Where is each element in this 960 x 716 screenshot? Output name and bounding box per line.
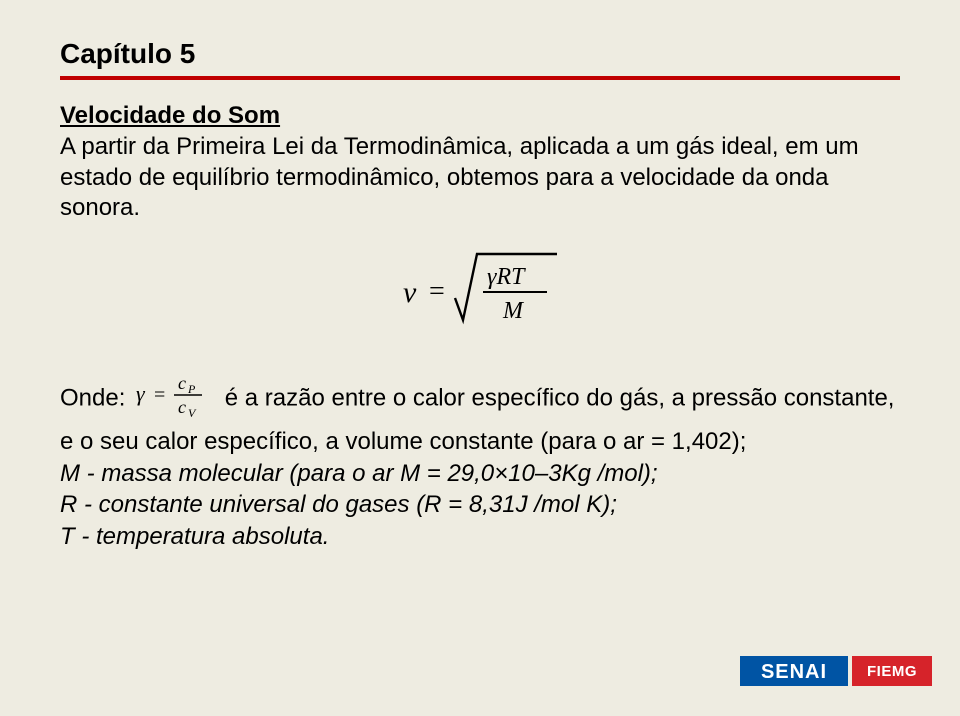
section-title: Velocidade do Som — [60, 102, 900, 130]
m-line: M - massa molecular (para o ar M = 29,0×… — [60, 460, 658, 487]
svg-text:γ: γ — [136, 381, 146, 406]
section: Velocidade do Som A partir da Primeira L… — [60, 102, 900, 224]
svg-text:c: c — [178, 397, 186, 417]
footer-logo: SENAI FIEMG — [740, 651, 935, 696]
svg-text:v: v — [403, 276, 417, 309]
svg-text:V: V — [188, 406, 197, 417]
onde-label: Onde: — [60, 385, 125, 412]
svg-text:γRT: γRT — [487, 264, 526, 290]
svg-text:c: c — [178, 373, 186, 393]
svg-text:M: M — [502, 298, 525, 324]
main-formula: v = γRT M — [60, 248, 900, 337]
title-underline — [60, 76, 900, 80]
svg-text:P: P — [187, 382, 196, 396]
slide: Capítulo 5 Velocidade do Som A partir da… — [0, 0, 960, 716]
svg-text:=: = — [429, 276, 445, 307]
t-line: T - temperatura absoluta. — [60, 523, 329, 550]
r-line: R - constante universal do gases (R = 8,… — [60, 491, 617, 518]
gamma-ratio: γ = c P c V — [134, 373, 214, 426]
svg-text:=: = — [154, 384, 165, 406]
chapter-title: Capítulo 5 — [60, 38, 900, 70]
svg-text:SENAI: SENAI — [761, 661, 827, 683]
definitions: Onde: γ = c P c V é a razão entre o calo… — [60, 373, 900, 552]
svg-text:FIEMG: FIEMG — [867, 663, 917, 680]
intro-paragraph: A partir da Primeira Lei da Termodinâmic… — [60, 132, 900, 224]
